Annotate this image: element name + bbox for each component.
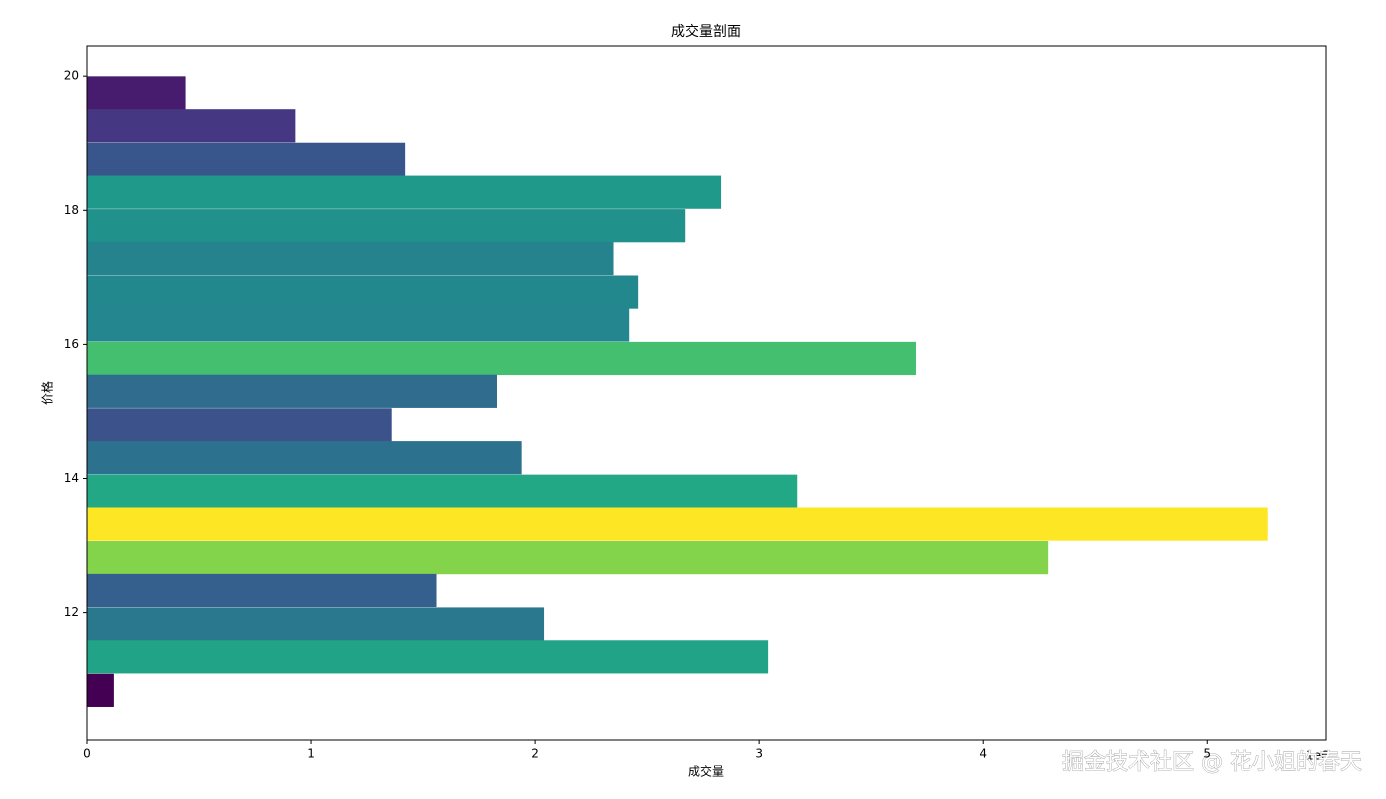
bar (87, 341, 916, 376)
x-tick-label: 4 (979, 747, 987, 761)
bar (87, 175, 722, 209)
bar (87, 209, 686, 243)
x-tick-label: 2 (531, 747, 539, 761)
bar (87, 241, 614, 276)
bar (87, 109, 296, 143)
bar (87, 640, 769, 674)
bar (87, 573, 437, 608)
bar (87, 142, 406, 176)
x-tick-label: 5 (1203, 747, 1211, 761)
x-tick-label: 0 (83, 747, 91, 761)
bar (87, 408, 392, 442)
y-tick-label: 12 (64, 605, 79, 619)
y-tick-label: 14 (64, 471, 79, 485)
bar (87, 374, 498, 408)
y-tick-label: 20 (64, 69, 79, 83)
y-tick-label: 16 (64, 337, 79, 351)
x-tick-label: 1 (307, 747, 315, 761)
bar (87, 441, 522, 475)
x-tick-label: 3 (755, 747, 763, 761)
bar (87, 474, 798, 508)
bar (87, 275, 639, 309)
bar (87, 673, 114, 707)
x-offset-label: 1e6 (1306, 749, 1329, 763)
bar (87, 607, 545, 641)
watermark: 掘金技术社区 @ 花小姐的春天 (1062, 750, 1362, 775)
y-tick-label: 18 (64, 203, 79, 217)
bar (87, 76, 186, 110)
bar (87, 308, 630, 342)
y-axis-label: 价格 (40, 381, 55, 405)
x-axis-label: 成交量 (688, 764, 724, 779)
bar (87, 507, 1268, 541)
plot-frame (86, 45, 1327, 741)
chart-title: 成交量剖面 (671, 23, 741, 40)
bar (87, 541, 1049, 575)
